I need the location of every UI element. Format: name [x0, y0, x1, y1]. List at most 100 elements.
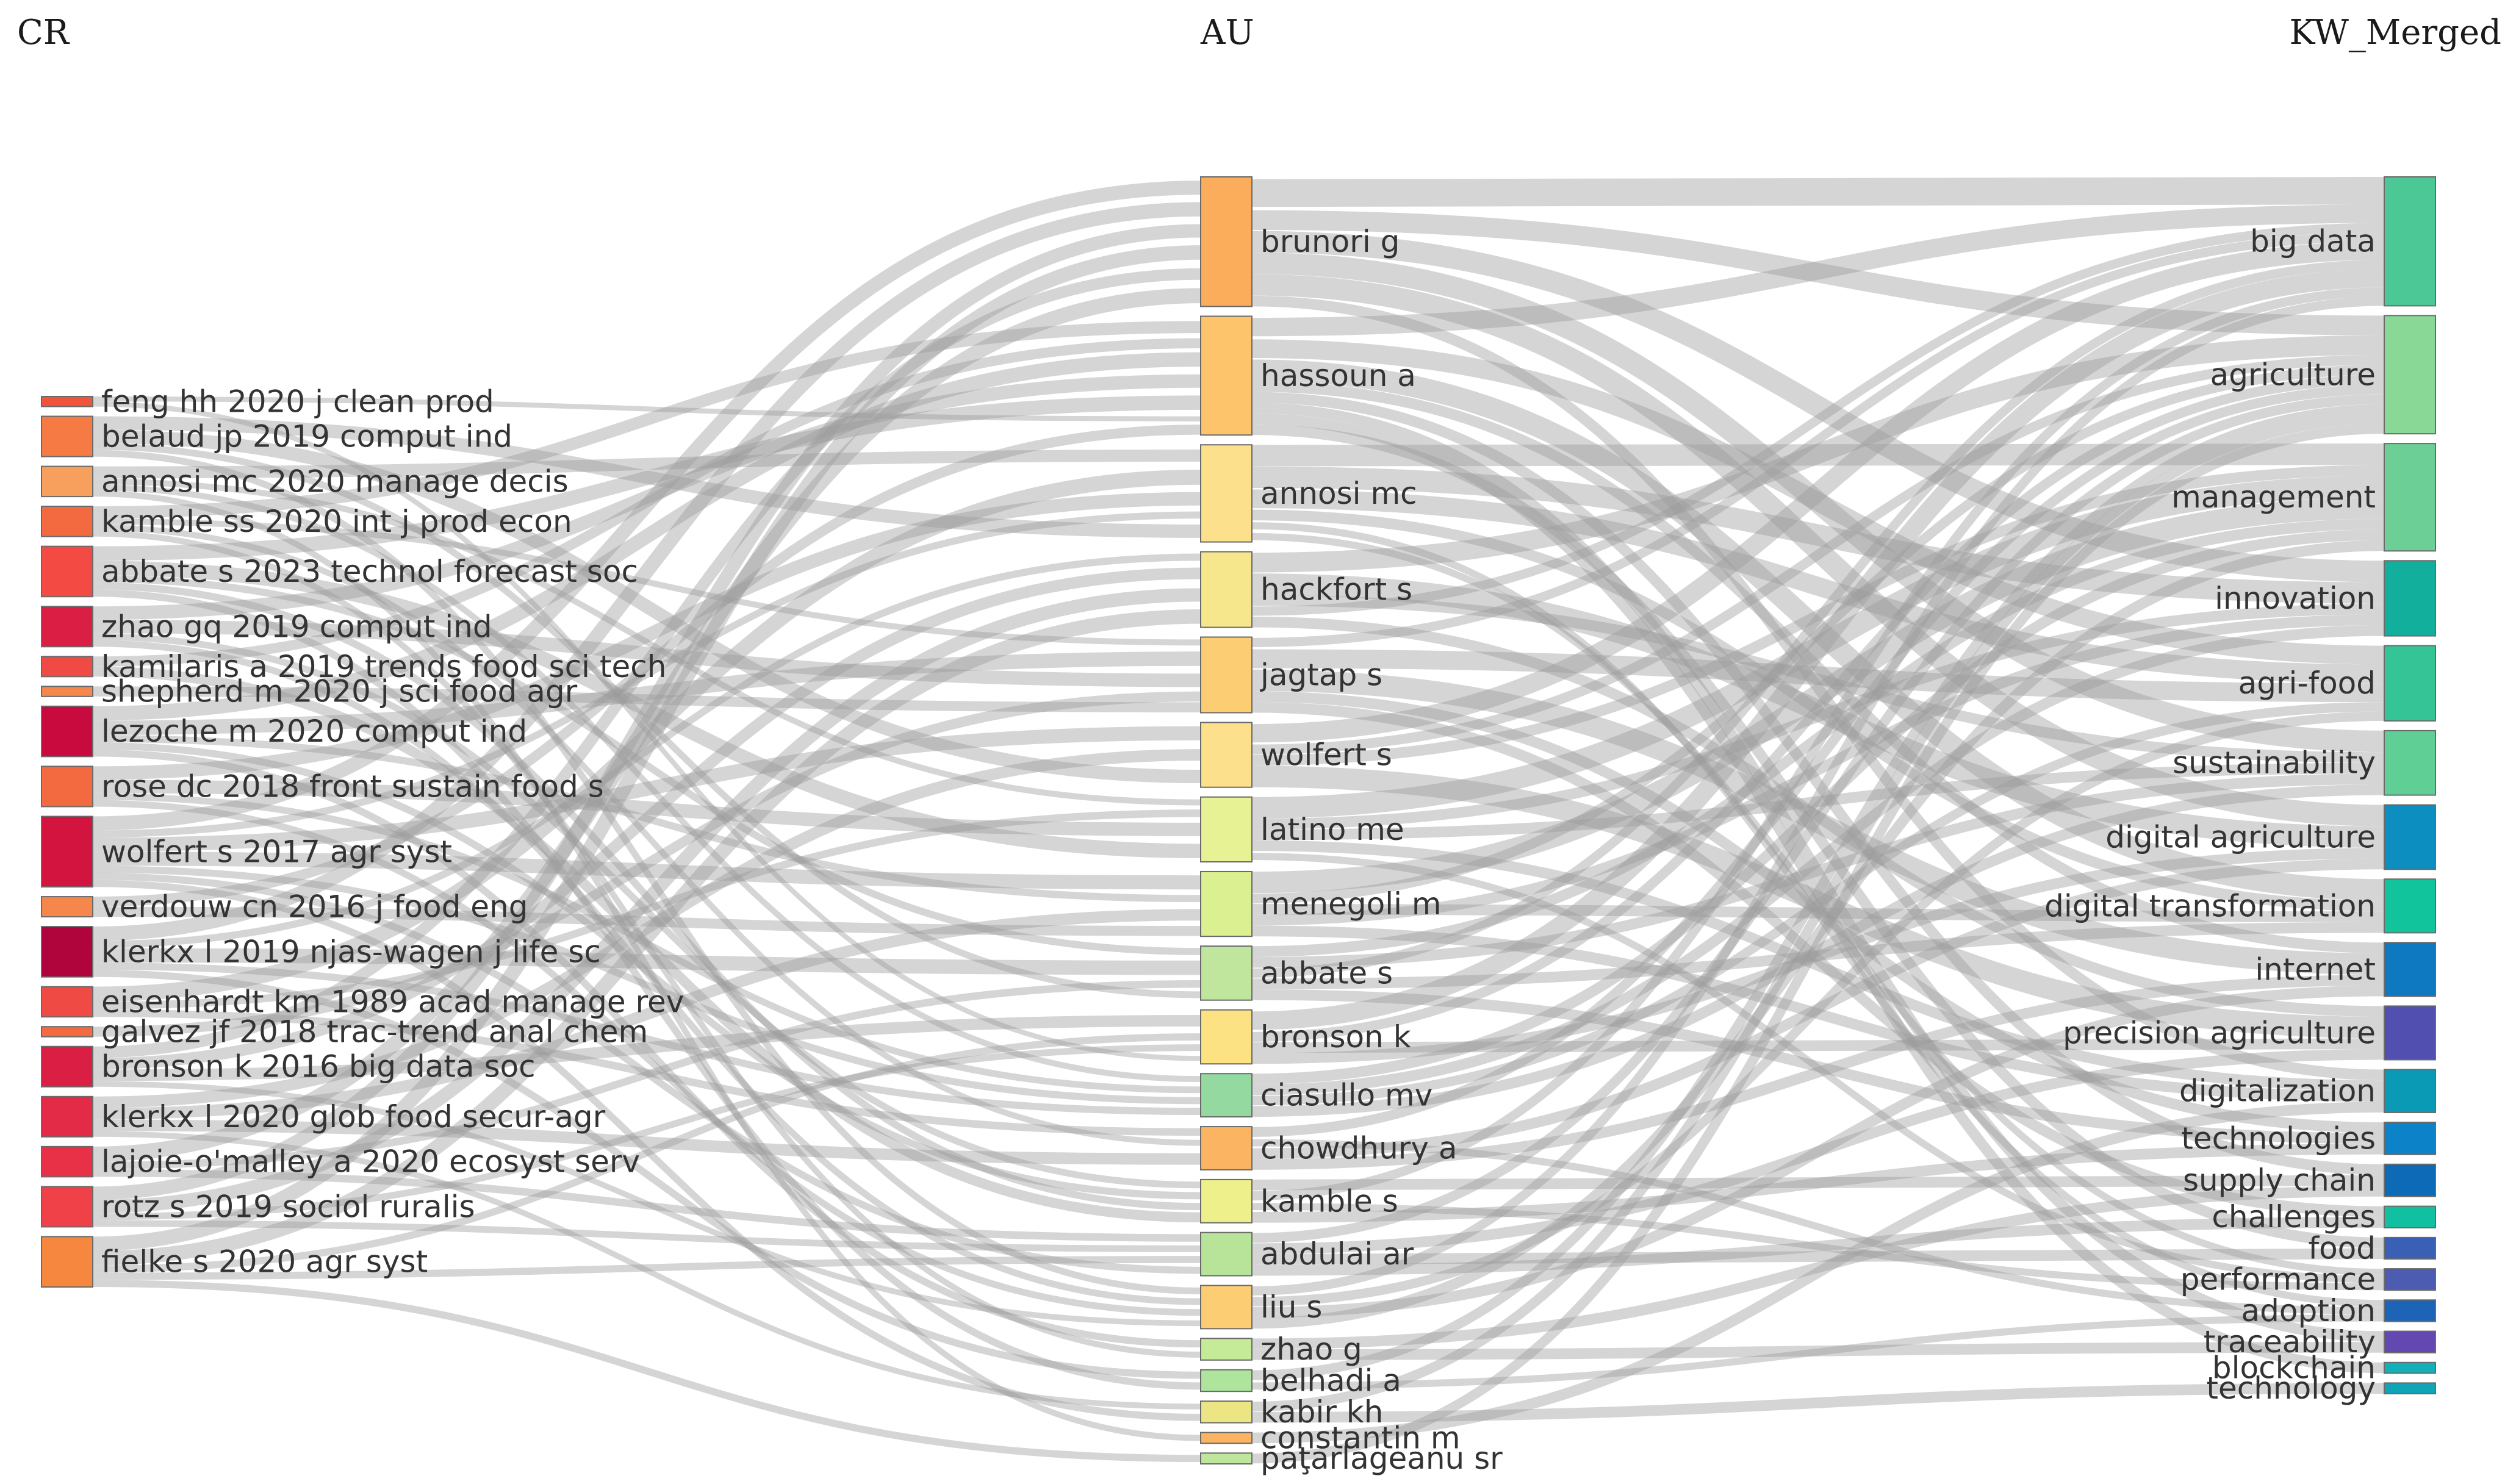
cr-au-link-fielke-s-2020-agr-syst-to-hackfort-s: [92, 609, 1201, 1266]
node-label: internet: [2255, 952, 2376, 987]
node-cr-kamble-ss-2020-int-j-prod-econ[interactable]: kamble ss 2020 int j prod econ: [41, 504, 572, 539]
node-au-abbate-s[interactable]: abbate s: [1200, 945, 1393, 1001]
node-au-menegoli-m[interactable]: menegoli m: [1200, 870, 1442, 937]
au-kw-link-brunori-g-to-innovation: [1251, 231, 2385, 582]
node-cr-bronson-k-2016-big-data-soc[interactable]: bronson k 2016 big data soc: [41, 1045, 536, 1088]
node-label: technology: [2206, 1371, 2376, 1406]
node-label: shepherd m 2020 j sci food agr: [101, 674, 578, 709]
node-kw-merged-technologies[interactable]: technologies: [2181, 1120, 2436, 1156]
node-au-latino-me[interactable]: latino me: [1200, 796, 1404, 862]
cr-au-link-abbate-s-2023-technol-forecast-soc-to-belhadi-a: [92, 589, 1201, 1390]
node-cr-lajoie-o-malley-a-2020-ecosyst-serv[interactable]: lajoie-o'malley a 2020 ecosyst serv: [41, 1144, 640, 1180]
node-cr-klerkx-l-2020-glob-food-secur-agr[interactable]: klerkx l 2020 glob food secur-agr: [41, 1095, 606, 1138]
cr-au-link-abbate-s-2023-technol-forecast-soc-to-hassoun-a: [92, 395, 1201, 561]
node-kw-merged-digitalization[interactable]: digitalization: [2179, 1069, 2436, 1113]
node-au-constantin-m[interactable]: constantin m: [1200, 1420, 1461, 1455]
node-au-zhao-g[interactable]: zhao g: [1200, 1332, 1362, 1367]
node-kw-merged-challenges[interactable]: challenges: [2212, 1199, 2436, 1235]
node-cr-lezoche-m-2020-comput-ind[interactable]: lezoche m 2020 comput ind: [41, 705, 527, 758]
node-kw-merged-digital-transformation[interactable]: digital transformation: [2044, 878, 2436, 934]
node-au-hassoun-a[interactable]: hassoun a: [1200, 315, 1416, 436]
node-au-bronson-k[interactable]: bronson k: [1200, 1009, 1411, 1065]
node-au-chowdhury-a[interactable]: chowdhury a: [1200, 1126, 1457, 1170]
node-cr-galvez-jf-2018-trac-trend-anal-chem[interactable]: galvez jf 2018 trac-trend anal chem: [41, 1014, 648, 1049]
node-kw-merged-agriculture[interactable]: agriculture: [2210, 315, 2436, 435]
node-cr-abbate-s-2023-technol-forecast-soc[interactable]: abbate s 2023 technol forecast soc: [41, 545, 638, 598]
cr-au-link-fielke-s-2020-agr-syst-to-abdulai-ar: [92, 1256, 1201, 1280]
au-kw-link-abdulai-ar-to-food: [1251, 1248, 2385, 1265]
au-kw-link-abdulai-ar-to-agriculture: [1251, 394, 2385, 1243]
node-kw-merged-big-data[interactable]: big data: [2250, 176, 2436, 307]
cr-au-link-eisenhardt-km-1989-acad-manage-rev-to-annosi-mc: [92, 469, 1201, 1002]
cr-au-link-belaud-jp-2019-comput-ind-to-abbate-s: [92, 443, 1201, 998]
node-label: lezoche m 2020 comput ind: [101, 714, 527, 749]
node-kw-merged-management[interactable]: management: [2171, 443, 2436, 552]
node-bar: [1200, 636, 1253, 714]
cr-au-link-rotz-s-2019-sociol-ruralis-to-bronson-k: [92, 1044, 1201, 1221]
node-kw-merged-performance[interactable]: performance: [2180, 1262, 2436, 1297]
node-cr-eisenhardt-km-1989-acad-manage-rev[interactable]: eisenhardt km 1989 acad manage rev: [41, 984, 684, 1019]
node-kw-merged-internet[interactable]: internet: [2255, 942, 2436, 997]
node-bar: [2384, 804, 2436, 870]
node-au-kamble-s[interactable]: kamble s: [1200, 1178, 1398, 1224]
node-bar: [2384, 1069, 2436, 1113]
cr-au-link-abbate-s-2023-technol-forecast-soc-to-kamble-s: [92, 582, 1201, 1211]
node-bar: [1200, 1338, 1253, 1361]
node-au-pa-arlageanu-sr[interactable]: paţarlageanu sr: [1200, 1441, 1503, 1476]
au-kw-link-jagtap-s-to-big-data: [1251, 232, 2385, 647]
cr-au-link-fielke-s-2020-agr-syst-to-brunori-g: [92, 245, 1201, 1252]
node-kw-merged-blockchain[interactable]: blockchain: [2212, 1350, 2436, 1386]
node-au-kabir-kh[interactable]: kabir kh: [1200, 1394, 1383, 1430]
node-au-wolfert-s[interactable]: wolfert s: [1200, 722, 1392, 788]
cr-au-link-lajoie-o-malley-a-2020-ecosyst-serv-to-abbate-s: [92, 980, 1201, 1169]
node-au-brunori-g[interactable]: brunori g: [1200, 176, 1400, 307]
node-label: hassoun a: [1260, 358, 1416, 393]
node-cr-zhao-gq-2019-comput-ind[interactable]: zhao gq 2019 comput ind: [41, 606, 492, 648]
node-cr-verdouw-cn-2016-j-food-eng[interactable]: verdouw cn 2016 j food eng: [41, 889, 528, 925]
node-cr-klerkx-l-2019-njas-wagen-j-life-sc[interactable]: klerkx l 2019 njas-wagen j life sc: [41, 926, 601, 978]
node-kw-merged-precision-agriculture[interactable]: precision agriculture: [2063, 1005, 2436, 1061]
au-kw-link-annosi-mc-to-digital-transformation: [1251, 509, 2385, 912]
cr-au-link-klerkx-l-2020-glob-food-secur-agr-to-menegoli-m: [92, 909, 1201, 1120]
node-au-annosi-mc[interactable]: annosi mc: [1200, 444, 1417, 543]
node-au-liu-s[interactable]: liu s: [1200, 1285, 1322, 1330]
node-kw-merged-supply-chain[interactable]: supply chain: [2183, 1163, 2436, 1198]
node-cr-wolfert-s-2017-agr-syst[interactable]: wolfert s 2017 agr syst: [41, 815, 452, 888]
au-kw-link-brunori-g-to-digital-agriculture: [1251, 274, 2385, 826]
node-kw-merged-sustainability[interactable]: sustainability: [2173, 729, 2436, 796]
node-bar: [1200, 796, 1253, 862]
node-cr-rotz-s-2019-sociol-ruralis[interactable]: rotz s 2019 sociol ruralis: [41, 1186, 475, 1228]
node-kw-merged-food[interactable]: food: [2308, 1230, 2436, 1266]
node-au-belhadi-a[interactable]: belhadi a: [1200, 1363, 1401, 1398]
node-cr-annosi-mc-2020-manage-decis[interactable]: annosi mc 2020 manage decis: [41, 464, 569, 499]
node-kw-merged-traceability[interactable]: traceability: [2204, 1324, 2436, 1360]
cr-au-link-lezoche-m-2020-comput-ind-to-kamble-s: [92, 742, 1201, 1200]
node-label: zhao gq 2019 comput ind: [101, 609, 492, 644]
au-kw-link-liu-s-to-management: [1251, 540, 2385, 1329]
au-kw-link-abbate-s-to-management: [1251, 518, 2385, 957]
node-cr-shepherd-m-2020-j-sci-food-agr[interactable]: shepherd m 2020 j sci food agr: [41, 674, 578, 709]
node-kw-merged-innovation[interactable]: innovation: [2215, 560, 2436, 637]
au-kw-link-bronson-k-to-precision-agriculture: [1251, 1038, 2385, 1053]
cr-au-link-annosi-mc-2020-manage-decis-to-constantin-m: [92, 490, 1201, 1441]
node-kw-merged-adoption[interactable]: adoption: [2241, 1293, 2436, 1328]
node-kw-merged-agri-food[interactable]: agri-food: [2238, 645, 2436, 722]
cr-au-link-lezoche-m-2020-comput-ind-to-jagtap-s: [92, 651, 1201, 736]
node-kw-merged-digital-agriculture[interactable]: digital agriculture: [2105, 804, 2436, 870]
node-au-abdulai-ar[interactable]: abdulai ar: [1200, 1231, 1414, 1277]
node-label: klerkx l 2020 glob food secur-agr: [101, 1099, 606, 1135]
au-kw-link-brunori-g-to-digitalization: [1251, 295, 2385, 1081]
node-cr-belaud-jp-2019-comput-ind[interactable]: belaud jp 2019 comput ind: [41, 415, 512, 457]
au-kw-link-kamble-s-to-performance: [1251, 1203, 2385, 1291]
node-cr-feng-hh-2020-j-clean-prod[interactable]: feng hh 2020 j clean prod: [41, 384, 494, 419]
node-bar: [1200, 315, 1253, 436]
node-cr-kamilaris-a-2019-trends-food-sci-tech[interactable]: kamilaris a 2019 trends food sci tech: [41, 649, 666, 684]
node-cr-fielke-s-2020-agr-syst[interactable]: fielke s 2020 agr syst: [41, 1236, 428, 1288]
cr-au-link-feng-hh-2020-j-clean-prod-to-bronson-k: [92, 401, 1201, 1061]
au-kw-link-chowdhury-a-to-internet: [1251, 975, 2385, 1170]
node-au-ciasullo-mv[interactable]: ciasullo mv: [1200, 1073, 1432, 1118]
node-cr-rose-dc-2018-front-sustain-food-s[interactable]: rose dc 2018 front sustain food s: [41, 765, 604, 808]
node-au-hackfort-s[interactable]: hackfort s: [1200, 551, 1412, 628]
node-kw-merged-technology[interactable]: technology: [2206, 1371, 2436, 1406]
node-au-jagtap-s[interactable]: jagtap s: [1200, 636, 1382, 714]
